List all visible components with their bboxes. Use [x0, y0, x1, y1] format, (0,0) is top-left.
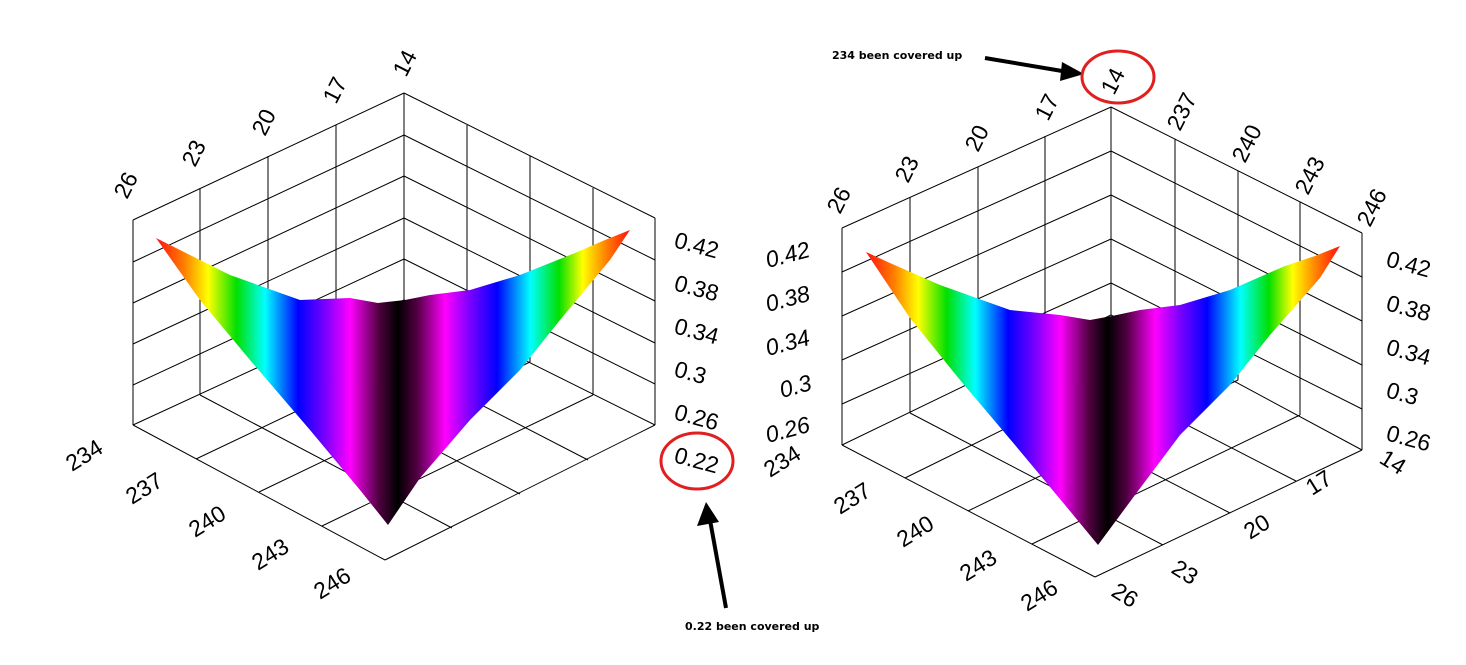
- left-x-tick: 240: [184, 500, 230, 542]
- right-y-tick: 17: [1029, 90, 1064, 125]
- right-y-tick: 23: [889, 152, 924, 187]
- right-left-z-tick: 0.3: [777, 369, 815, 402]
- right-top-tick: 237: [1161, 88, 1202, 134]
- right-right-z-tick: 0.34: [1384, 334, 1434, 371]
- right-x-tick: 246: [1016, 574, 1062, 616]
- annotation-bottom-circle: [659, 431, 735, 491]
- right-surface-plot: [841, 106, 1363, 578]
- right-y-tick: 14: [1095, 63, 1130, 98]
- left-y-tick: 14: [387, 45, 422, 80]
- left-x-tick: 234: [61, 434, 107, 476]
- right-left-z-tick: 0.42: [763, 236, 813, 273]
- left-z-tick: 0.34: [672, 313, 722, 350]
- left-surface-plot: [132, 92, 656, 561]
- left-z-tick: 0.42: [672, 227, 722, 264]
- left-y-tick: 20: [246, 105, 281, 140]
- left-x-tick: 237: [121, 467, 167, 509]
- annotation-bottom-arrowhead: [697, 502, 719, 526]
- annotation-top-circle: [1080, 49, 1156, 105]
- right-br-tick: 26: [1107, 577, 1142, 613]
- left-x-tick: 243: [247, 533, 293, 575]
- left-x-tick: 246: [309, 562, 355, 604]
- right-left-z-tick-labels: 0.42 0.38 0.34 0.3 0.26: [763, 236, 815, 448]
- left-z-tick: 0.22: [672, 442, 722, 479]
- left-z-tick: 0.3: [672, 356, 710, 389]
- annotation-bottom: 0.22 been covered up: [659, 431, 820, 633]
- annotation-top-arrowhead: [1060, 62, 1084, 81]
- right-x-tick: 237: [829, 477, 875, 519]
- right-br-tick: 17: [1301, 465, 1336, 501]
- annotation-bottom-arrow: [708, 519, 728, 609]
- annotation-top-text: 234 been covered up: [832, 49, 962, 62]
- right-x-tick: 240: [892, 510, 938, 552]
- right-x-tick: 234: [759, 440, 805, 482]
- left-x-tick-labels: 234 237 240 243 246: [61, 434, 355, 604]
- right-x-tick: 243: [955, 544, 1001, 586]
- annotation-top-arrow: [984, 56, 1069, 74]
- left-surface: [156, 230, 630, 525]
- right-top-tick: 246: [1351, 184, 1392, 230]
- left-y-tick: 26: [108, 168, 143, 203]
- annotation-bottom-text: 0.22 been covered up: [685, 620, 820, 633]
- right-br-tick: 20: [1239, 509, 1274, 545]
- right-surface: [866, 246, 1340, 545]
- right-left-z-tick: 0.38: [763, 280, 813, 317]
- right-y-tick: 26: [821, 183, 856, 218]
- left-y-tick: 23: [176, 136, 211, 171]
- right-right-z-tick: 0.42: [1384, 246, 1434, 283]
- right-x-tick-labels: 234 237 240 243 246: [759, 440, 1062, 616]
- right-br-tick: 23: [1167, 554, 1202, 590]
- left-y-tick-labels: 26 23 20 17 14: [108, 45, 422, 202]
- right-top-tick-labels: 237 240 243 246: [1161, 88, 1392, 230]
- left-z-tick-labels: 0.42 0.38 0.34 0.3 0.26 0.22: [672, 227, 722, 479]
- right-top-tick: 240: [1226, 120, 1267, 166]
- right-right-z-tick: 0.3: [1384, 377, 1422, 410]
- right-right-z-tick: 0.38: [1384, 290, 1434, 327]
- right-top-tick: 243: [1289, 152, 1330, 198]
- left-y-tick: 17: [317, 73, 352, 108]
- left-z-tick: 0.38: [672, 270, 722, 307]
- annotation-top: 234 been covered up: [832, 49, 1156, 105]
- right-left-z-tick: 0.34: [763, 324, 813, 361]
- right-y-tick: 20: [959, 121, 994, 156]
- left-z-tick: 0.26: [672, 399, 722, 436]
- right-right-z-tick-labels: 0.42 0.38 0.34 0.3 0.26: [1384, 246, 1434, 457]
